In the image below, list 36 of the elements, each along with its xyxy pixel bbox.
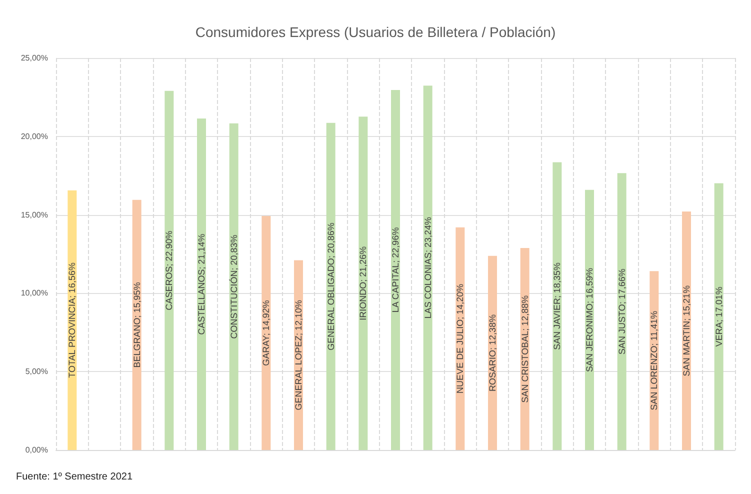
source-note: Fuente: 1º Semestre 2021: [16, 472, 133, 482]
data-label: SAN JUSTO; 17,66%: [616, 268, 627, 354]
bar: [423, 86, 432, 450]
y-tick-label: 25,00%: [20, 54, 48, 62]
y-tick-label: 0,00%: [25, 446, 48, 454]
data-label: BELGRANO; 15,95%: [132, 282, 142, 368]
bar: [391, 90, 400, 450]
y-tick-label: 10,00%: [20, 288, 48, 298]
data-label: LA CAPITAL; 22,96%: [390, 227, 400, 313]
bar: [197, 118, 206, 450]
data-label: GENERAL OBLIGADO; 20,86%: [326, 222, 336, 350]
bar: [164, 90, 174, 450]
data-label: IRIONDO; 21,26%: [358, 246, 368, 320]
bar: [617, 173, 626, 450]
data-label: ROSARIO; 12,38%: [488, 314, 498, 392]
y-tick-label: 15,00%: [20, 210, 48, 220]
data-label: CONSTITUCIÓN; 20,83%: [228, 234, 239, 339]
data-label: SAN CRISTOBAL; 12,88%: [520, 295, 530, 403]
data-label: SAN JERONIMO; 16,59%: [584, 268, 594, 372]
bar: [262, 216, 271, 450]
data-label: CASTELLANOS; 21,14%: [196, 234, 206, 335]
bar: [714, 183, 724, 450]
data-label: CASEROS; 22,90%: [164, 230, 174, 310]
bar: [358, 116, 368, 450]
data-label: SAN LORENZO; 11,41%: [649, 310, 660, 410]
data-label: SAN JAVIER; 18,35%: [552, 262, 562, 350]
data-label: SAN MARTIN; 15,21%: [682, 285, 692, 376]
data-label: NUEVE DE JULIO; 14,20%: [455, 284, 466, 394]
data-label: GENERAL LOPEZ; 12,10%: [294, 300, 304, 410]
y-tick-label: 20,00%: [20, 132, 48, 141]
chart-title: Consumidores Express (Usuarios de Billetera / Población): [195, 24, 556, 40]
data-label: GARAY; 14,92%: [261, 300, 272, 366]
data-label: VERA; 17,01%: [714, 286, 724, 347]
y-tick-label: 5,00%: [25, 367, 48, 376]
data-label: LAS COLONIAS; 23,24%: [422, 217, 433, 319]
data-label: TOTAL PROVINCIA; 16,56%: [67, 262, 78, 378]
